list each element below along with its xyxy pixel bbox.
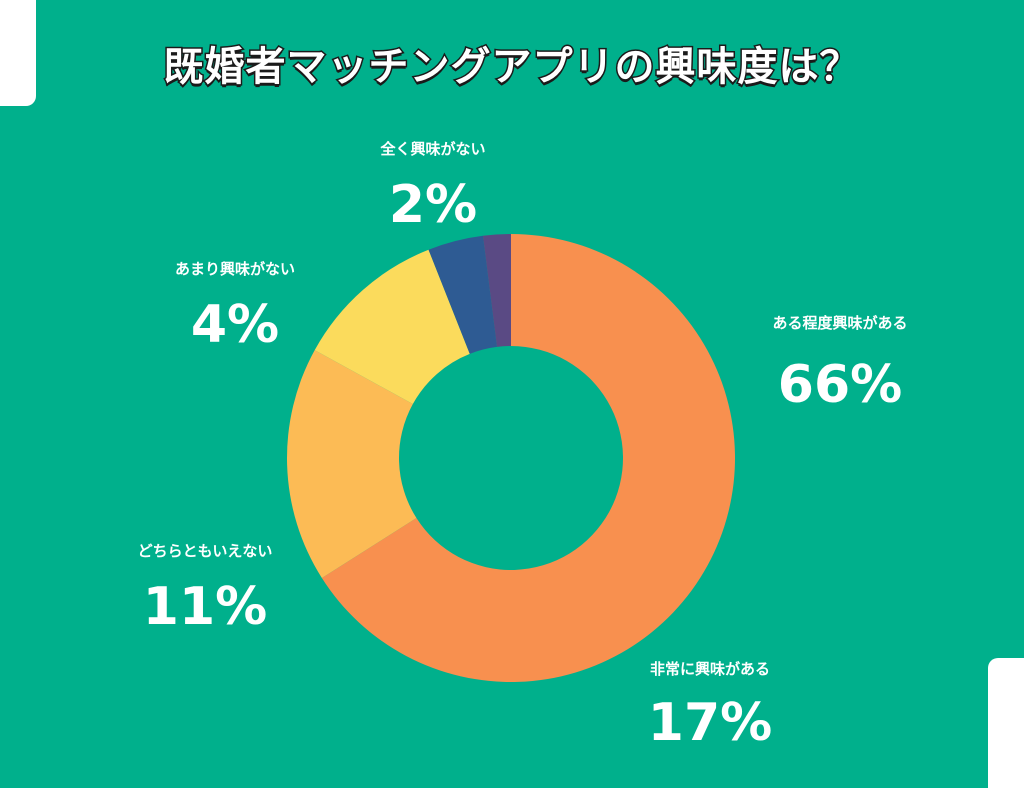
slice-label-0: ある程度興味がある bbox=[772, 314, 908, 332]
slice-value-3: 4% bbox=[190, 295, 280, 355]
donut-slices bbox=[287, 234, 735, 682]
slice-label-2: どちらともいえない bbox=[137, 542, 273, 560]
donut-slice-0 bbox=[321, 234, 735, 682]
donut-slice-1 bbox=[287, 350, 417, 579]
donut-chart bbox=[287, 234, 735, 682]
slice-label-3: あまり興味がない bbox=[174, 260, 295, 278]
slice-value-2: 11% bbox=[142, 577, 268, 637]
slice-label-4: 全く興味がない bbox=[380, 140, 486, 158]
chart-title: 既婚者マッチングアプリの興味度は？ bbox=[162, 43, 861, 92]
corner-decoration-top-left bbox=[0, 0, 36, 106]
donut-slice-4 bbox=[482, 234, 511, 347]
corner-decoration-bottom-right bbox=[988, 658, 1024, 788]
slice-value-0: 66% bbox=[777, 355, 903, 415]
donut-slice-3 bbox=[428, 235, 497, 354]
slice-label-1: 非常に興味がある bbox=[649, 660, 770, 678]
slice-value-4: 2% bbox=[388, 175, 478, 235]
slice-value-1: 17% bbox=[647, 693, 773, 753]
donut-slice-2 bbox=[314, 249, 470, 405]
